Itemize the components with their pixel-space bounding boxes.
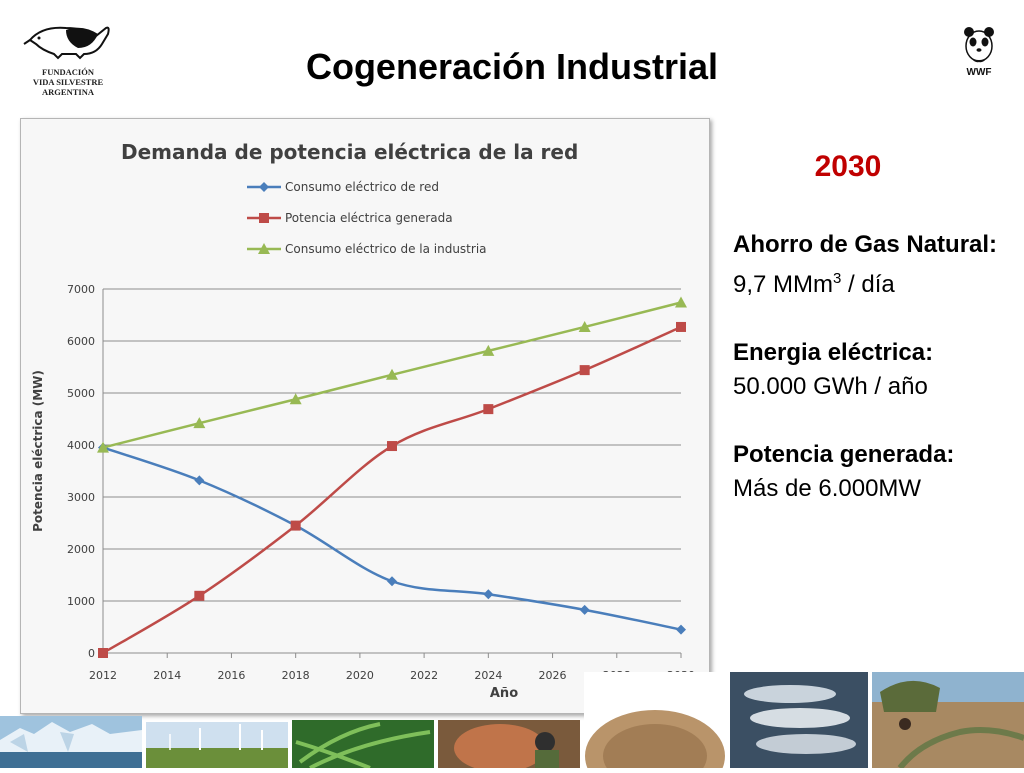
fern-photo bbox=[292, 720, 434, 770]
chart-legend: Consumo eléctrico de red Potencia eléctri… bbox=[247, 180, 487, 256]
legend-swatch-marker bbox=[258, 243, 270, 254]
scientist-photo bbox=[438, 720, 580, 772]
chart-panel: Demanda de potencia eléctrica de la red … bbox=[20, 118, 710, 714]
chart-series bbox=[97, 296, 687, 658]
data-point bbox=[482, 344, 495, 356]
y-tick-label: 1000 bbox=[67, 595, 95, 608]
series-2 bbox=[98, 321, 686, 658]
fundacion-logo-line-2: VIDA SILVESTRE bbox=[32, 77, 104, 87]
x-tick-label: 2024 bbox=[474, 669, 502, 682]
series-1 bbox=[98, 442, 686, 635]
data-point bbox=[387, 576, 397, 587]
data-point bbox=[579, 365, 590, 376]
target-year: 2030 bbox=[814, 150, 882, 183]
data-point bbox=[675, 296, 687, 308]
x-tick-label: 2018 bbox=[282, 669, 310, 682]
gas-savings-label: Ahorro de Gas Natural: bbox=[733, 231, 998, 258]
summary-panel: 2030 Ahorro de Gas Natural: 9,7 MMm3 / d… bbox=[733, 150, 1013, 540]
x-axis-label: Año bbox=[490, 686, 518, 701]
x-tick-label: 2012 bbox=[89, 669, 117, 682]
data-point bbox=[387, 441, 397, 452]
data-point bbox=[483, 589, 494, 600]
fundacion-logo-line-3: ARGENTINA bbox=[42, 87, 94, 97]
x-tick-label: 2026 bbox=[539, 669, 567, 682]
dry-land-photo bbox=[872, 672, 1024, 770]
data-point bbox=[579, 604, 590, 615]
fundacion-logo: FUNDACIÓN VIDA SILVESTRE ARGENTINA bbox=[22, 18, 114, 97]
photo-strip bbox=[0, 672, 1024, 773]
data-point bbox=[193, 417, 206, 429]
legend-swatch-marker bbox=[259, 182, 269, 192]
page-title: Cogeneración Industrial bbox=[305, 46, 719, 87]
gas-savings-value: 9,7 MMm3 / día bbox=[733, 262, 1013, 302]
wind-farm-photo bbox=[146, 722, 288, 768]
gas-savings-exponent: 3 bbox=[833, 270, 842, 287]
glacier-photo bbox=[0, 716, 142, 768]
y-tick-label: 5000 bbox=[67, 387, 95, 400]
data-point bbox=[289, 393, 302, 405]
anteater-icon bbox=[23, 26, 110, 60]
x-tick-label: 2022 bbox=[410, 669, 438, 682]
data-point bbox=[483, 404, 494, 415]
x-tick-label: 2020 bbox=[346, 669, 374, 682]
line-chart: Demanda de potencia eléctrica de la red … bbox=[31, 140, 695, 701]
energy-label: Energia eléctrica: bbox=[733, 339, 934, 366]
y-tick-label: 2000 bbox=[67, 543, 95, 556]
gas-savings-block: Ahorro de Gas Natural: 9,7 MMm3 / día bbox=[733, 228, 1013, 302]
data-point bbox=[676, 624, 686, 635]
x-tick-label: 2014 bbox=[153, 669, 181, 682]
data-point bbox=[98, 648, 108, 658]
chart-axes: 0 1000 2000 3000 4000 5000 6000 7000 2012 2014 201… bbox=[67, 283, 695, 682]
power-value: Más de 6.000MW bbox=[733, 475, 922, 502]
x-tick-label: 2016 bbox=[217, 669, 245, 682]
chart-grid bbox=[103, 288, 681, 654]
legend-label: Consumo eléctrico de red bbox=[285, 180, 439, 194]
fish-photo bbox=[730, 672, 868, 768]
gas-savings-unit: / día bbox=[841, 271, 895, 298]
fundacion-logo-line-1: FUNDACIÓN bbox=[42, 67, 94, 77]
panda-icon bbox=[964, 27, 994, 63]
data-point bbox=[97, 441, 109, 453]
data-point bbox=[290, 520, 301, 531]
chart-title: Demanda de potencia eléctrica de la red bbox=[121, 140, 578, 164]
legend-label: Consumo eléctrico de la industria bbox=[285, 242, 487, 256]
legend-label: Potencia eléctrica generada bbox=[285, 211, 453, 225]
wwf-logo: WWF bbox=[955, 24, 1003, 78]
energy-block: Energia eléctrica: 50.000 GWh / año bbox=[733, 336, 1013, 404]
wwf-logo-text: WWF bbox=[966, 67, 992, 78]
y-tick-label: 0 bbox=[88, 647, 95, 660]
y-tick-label: 6000 bbox=[67, 335, 95, 348]
energy-value: 50.000 GWh / año bbox=[733, 373, 928, 400]
data-point bbox=[194, 475, 205, 486]
power-label: Potencia generada: bbox=[733, 441, 955, 468]
y-tick-label: 3000 bbox=[67, 491, 95, 504]
data-point bbox=[676, 321, 686, 332]
series-3 bbox=[97, 296, 687, 453]
gas-savings-amount: 9,7 MMm bbox=[733, 271, 834, 298]
y-axis-label: Potencia eléctrica (MW) bbox=[31, 370, 45, 532]
data-point bbox=[386, 368, 398, 380]
armadillo-photo bbox=[584, 672, 726, 773]
power-block: Potencia generada: Más de 6.000MW bbox=[733, 438, 1013, 506]
y-tick-label: 7000 bbox=[67, 283, 95, 296]
legend-swatch-marker bbox=[259, 213, 269, 223]
y-tick-label: 4000 bbox=[67, 439, 95, 452]
data-point bbox=[578, 320, 591, 332]
data-point bbox=[194, 590, 205, 601]
